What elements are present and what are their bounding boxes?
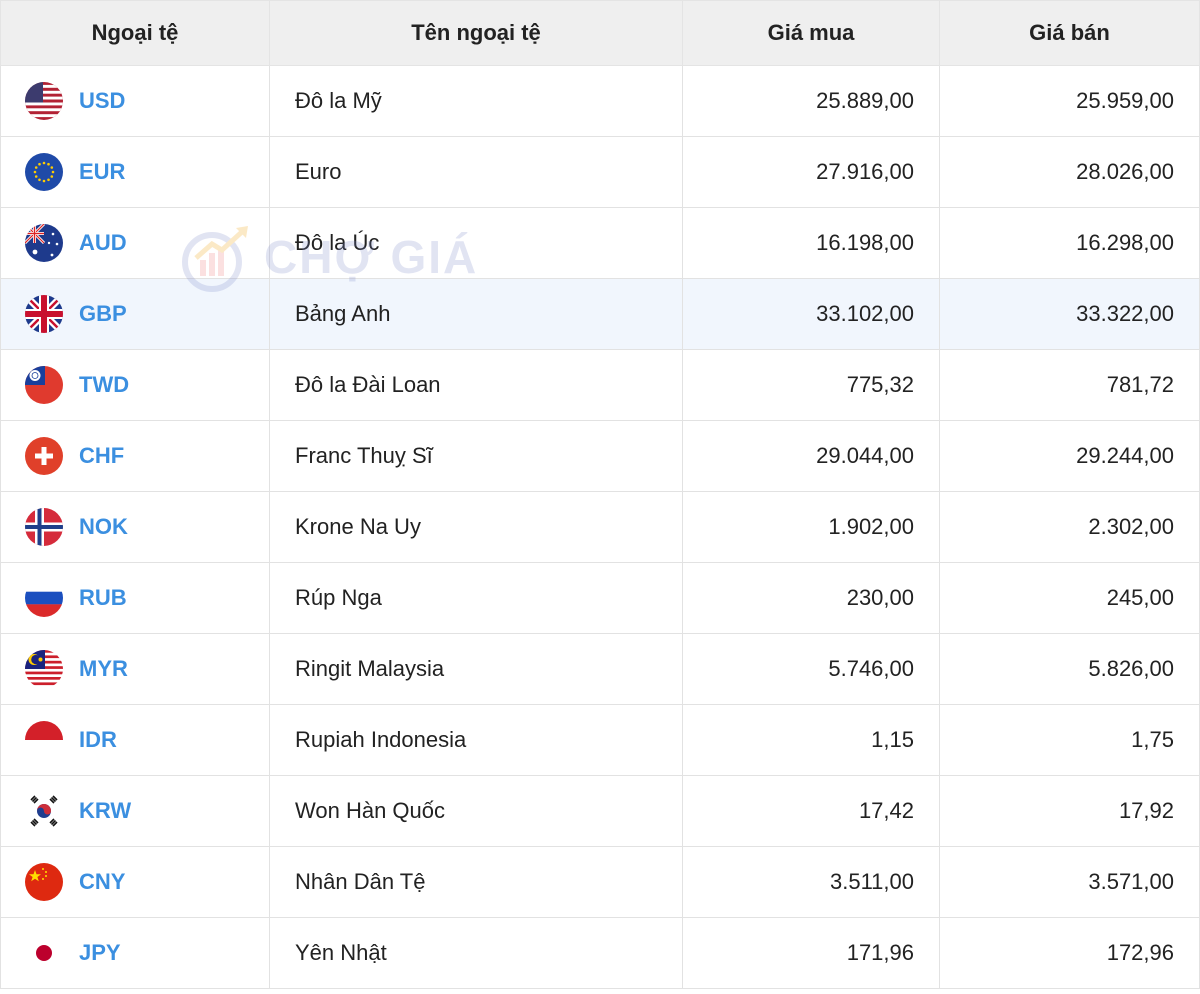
currency-name: Euro [269,136,683,208]
currency-name: Đô la Mỹ [269,65,683,137]
currency-code-link[interactable]: MYR [79,656,128,681]
currency-name: Rúp Nga [269,562,683,634]
my-flag-icon [25,650,63,688]
table-row: TWD Đô la Đài Loan 775,32 781,72 [0,349,1200,421]
sell-price: 172,96 [939,917,1200,989]
table-row: GBP Bảng Anh 33.102,00 33.322,00 [0,278,1200,350]
currency-code-cell: TWD [0,349,270,421]
currency-code-cell: AUD [0,207,270,279]
table-row: CHF Franc Thuỵ Sĩ 29.044,00 29.244,00 [0,420,1200,492]
sell-price: 33.322,00 [939,278,1200,350]
currency-code-link[interactable]: RUB [79,585,127,610]
buy-price: 29.044,00 [682,420,940,492]
currency-name: Krone Na Uy [269,491,683,563]
currency-code-cell: NOK [0,491,270,563]
gb-flag-icon [25,295,63,333]
buy-price: 1,15 [682,704,940,776]
sell-price: 17,92 [939,775,1200,847]
currency-code-cell: IDR [0,704,270,776]
header-buy: Giá mua [682,0,940,66]
eu-flag-icon [25,153,63,191]
currency-code-cell: MYR [0,633,270,705]
table-header-row: Ngoại tệ Tên ngoại tệ Giá mua Giá bán [0,0,1200,66]
buy-price: 3.511,00 [682,846,940,918]
table-row: MYR Ringit Malaysia 5.746,00 5.826,00 [0,633,1200,705]
currency-code-cell: CHF [0,420,270,492]
currency-name: Yên Nhật [269,917,683,989]
buy-price: 27.916,00 [682,136,940,208]
buy-price: 230,00 [682,562,940,634]
no-flag-icon [25,508,63,546]
sell-price: 781,72 [939,349,1200,421]
currency-code-cell: USD [0,65,270,137]
table-row: NOK Krone Na Uy 1.902,00 2.302,00 [0,491,1200,563]
currency-code-link[interactable]: EUR [79,159,126,184]
buy-price: 16.198,00 [682,207,940,279]
header-code: Ngoại tệ [0,0,270,66]
sell-price: 25.959,00 [939,65,1200,137]
table-row: USD Đô la Mỹ 25.889,00 25.959,00 [0,65,1200,137]
ch-flag-icon [25,437,63,475]
currency-name: Đô la Úc [269,207,683,279]
buy-price: 5.746,00 [682,633,940,705]
jp-flag-icon [25,934,63,972]
currency-code-link[interactable]: CNY [79,869,126,894]
sell-price: 28.026,00 [939,136,1200,208]
currency-code-link[interactable]: KRW [79,798,132,823]
ru-flag-icon [25,579,63,617]
table-row: AUD Đô la Úc 16.198,00 16.298,00 [0,207,1200,279]
buy-price: 171,96 [682,917,940,989]
sell-price: 16.298,00 [939,207,1200,279]
currency-code-link[interactable]: GBP [79,301,127,326]
id-flag-icon [25,721,63,759]
currency-code-link[interactable]: CHF [79,443,125,468]
sell-price: 245,00 [939,562,1200,634]
sell-price: 2.302,00 [939,491,1200,563]
table-row: JPY Yên Nhật 171,96 172,96 [0,917,1200,989]
currency-name: Nhân Dân Tệ [269,846,683,918]
cn-flag-icon [25,863,63,901]
buy-price: 25.889,00 [682,65,940,137]
currency-code-link[interactable]: AUD [79,230,127,255]
currency-code-link[interactable]: IDR [79,727,117,752]
currency-code-cell: JPY [0,917,270,989]
currency-name: Bảng Anh [269,278,683,350]
currency-code-cell: EUR [0,136,270,208]
currency-code-cell: CNY [0,846,270,918]
header-sell: Giá bán [939,0,1200,66]
currency-name: Đô la Đài Loan [269,349,683,421]
currency-code-cell: GBP [0,278,270,350]
header-name: Tên ngoại tệ [269,0,683,66]
table-body: USD Đô la Mỹ 25.889,00 25.959,00 EUR Euro 27.9… [0,65,1200,989]
table-row: EUR Euro 27.916,00 28.026,00 [0,136,1200,208]
buy-price: 1.902,00 [682,491,940,563]
currency-name: Franc Thuỵ Sĩ [269,420,683,492]
currency-name: Won Hàn Quốc [269,775,683,847]
sell-price: 3.571,00 [939,846,1200,918]
au-flag-icon [25,224,63,262]
currency-name: Rupiah Indonesia [269,704,683,776]
buy-price: 17,42 [682,775,940,847]
us-flag-icon [25,82,63,120]
buy-price: 775,32 [682,349,940,421]
currency-code-link[interactable]: JPY [79,940,121,965]
currency-code-cell: KRW [0,775,270,847]
tw-flag-icon [25,366,63,404]
currency-code-cell: RUB [0,562,270,634]
table-row: IDR Rupiah Indonesia 1,15 1,75 [0,704,1200,776]
sell-price: 5.826,00 [939,633,1200,705]
buy-price: 33.102,00 [682,278,940,350]
sell-price: 29.244,00 [939,420,1200,492]
currency-code-link[interactable]: TWD [79,372,130,397]
currency-code-link[interactable]: USD [79,88,126,113]
currency-name: Ringit Malaysia [269,633,683,705]
currency-code-link[interactable]: NOK [79,514,128,539]
table-row: KRW Won Hàn Quốc 17,42 17,92 [0,775,1200,847]
sell-price: 1,75 [939,704,1200,776]
table-row: CNY Nhân Dân Tệ 3.511,00 3.571,00 [0,846,1200,918]
table-row: RUB Rúp Nga 230,00 245,00 [0,562,1200,634]
kr-flag-icon [25,792,63,830]
